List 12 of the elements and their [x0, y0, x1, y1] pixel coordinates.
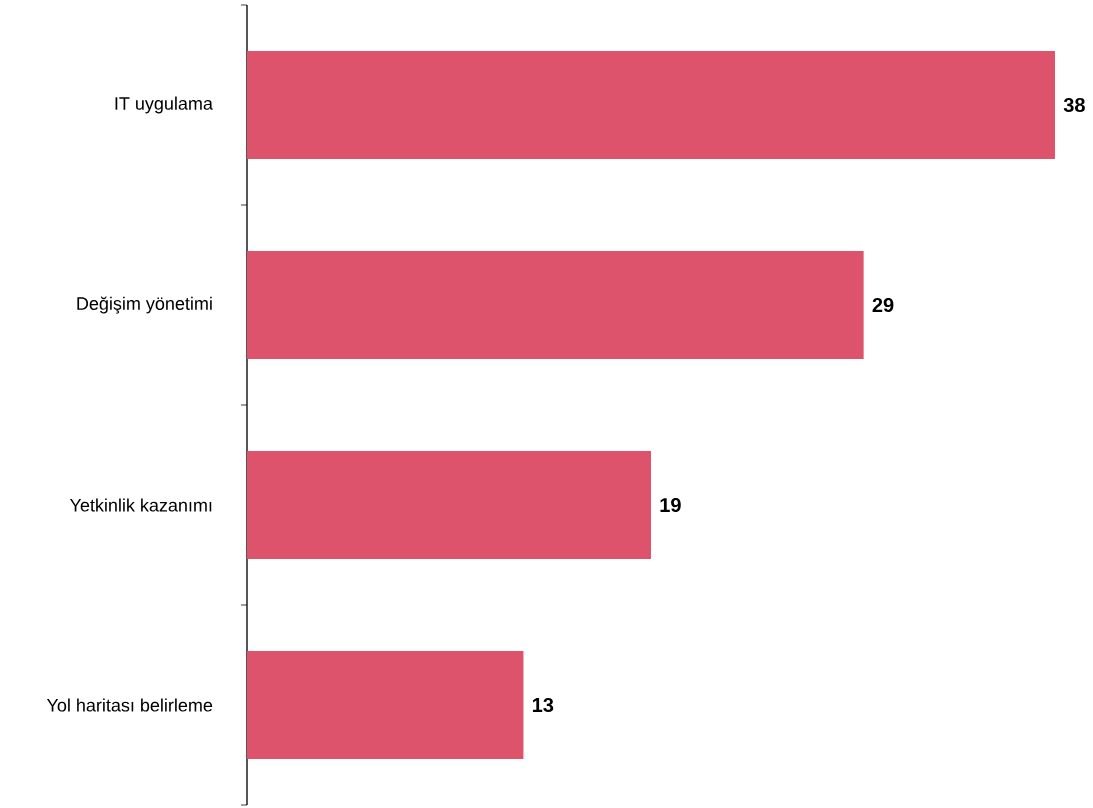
y-tick-label: Yol haritası belirleme [46, 698, 213, 712]
data-label: 38 [1063, 97, 1085, 113]
bar [247, 451, 651, 560]
y-tick-label: Yetkinlik kazanımı [69, 498, 212, 512]
data-label: 19 [660, 497, 681, 513]
bar [247, 251, 864, 360]
y-tick-label: Değişim yönetimi [77, 296, 212, 314]
data-label: 13 [532, 697, 554, 713]
data-label: 29 [872, 297, 894, 313]
y-tick-label: IT uygulama [115, 96, 213, 114]
bar [247, 51, 1055, 159]
bar [247, 651, 524, 760]
